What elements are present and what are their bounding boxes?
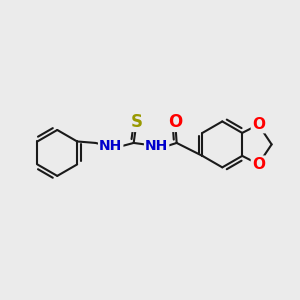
Text: NH: NH bbox=[99, 140, 122, 154]
Text: O: O bbox=[168, 113, 182, 131]
Text: S: S bbox=[130, 113, 142, 131]
Text: NH: NH bbox=[145, 140, 168, 154]
Text: O: O bbox=[252, 117, 265, 132]
Text: O: O bbox=[252, 157, 265, 172]
